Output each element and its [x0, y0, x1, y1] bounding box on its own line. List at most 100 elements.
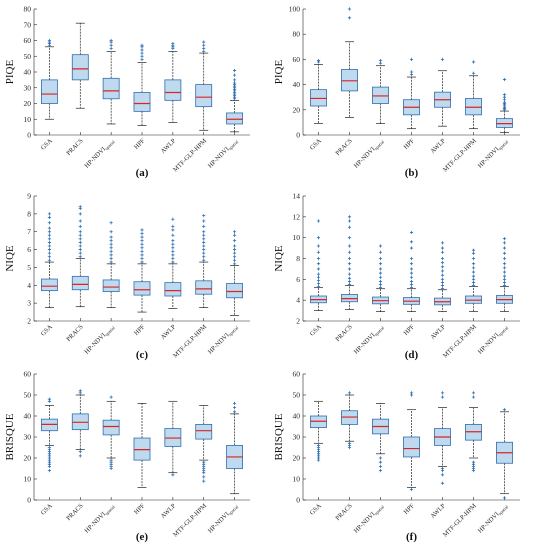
outlier-point	[409, 487, 414, 492]
outlier-point	[378, 469, 383, 473]
outlier-point	[347, 225, 352, 229]
y-tick-label: 4	[296, 296, 300, 305]
outlier-point	[409, 240, 414, 244]
outlier-point	[440, 261, 445, 265]
x-tick-label: MTF-GLP-HPM	[172, 323, 208, 359]
outlier-point	[140, 249, 144, 253]
outlier-point	[409, 282, 414, 287]
y-tick-label: 10	[293, 475, 301, 484]
outlier-point	[471, 60, 476, 64]
box-d-6	[465, 248, 482, 312]
y-tick-label: 20	[24, 99, 32, 108]
outlier-point	[409, 230, 414, 235]
x-tick-label: HP-NDVIspatial	[477, 502, 510, 535]
outlier-point	[232, 251, 237, 255]
box-e-6	[195, 405, 213, 483]
outlier-point	[47, 469, 52, 473]
y-tick-label: 0	[296, 496, 300, 505]
outlier-point	[409, 70, 414, 74]
outlier-point	[502, 251, 507, 255]
outlier-point	[232, 68, 237, 73]
x-tick-label: GSA	[309, 323, 323, 337]
y-tick-label: 60	[24, 36, 32, 45]
y-tick-label: 40	[24, 68, 32, 77]
outlier-point	[232, 410, 237, 414]
box-a-6	[195, 40, 213, 131]
box-c-6	[195, 214, 213, 308]
outlier-point	[171, 260, 175, 264]
outlier-point	[78, 205, 82, 209]
outlier-point	[378, 279, 383, 284]
outlier-point	[409, 275, 414, 279]
outlier-point	[109, 458, 113, 462]
outlier-point	[171, 224, 175, 228]
outlier-point	[202, 247, 206, 252]
y-axis-label: BRISQUE	[273, 413, 285, 460]
outlier-point	[140, 246, 144, 250]
outlier-point	[232, 81, 237, 85]
iqr-box	[195, 84, 213, 108]
box-f-3	[372, 403, 389, 473]
outlier-point	[471, 395, 476, 399]
box-f-4	[403, 391, 420, 492]
outlier-point	[502, 496, 507, 500]
outlier-point	[316, 256, 321, 261]
outlier-point	[440, 287, 445, 291]
outlier-point	[171, 242, 175, 246]
outlier-point	[171, 42, 175, 46]
outlier-point	[202, 224, 206, 228]
outlier-point	[109, 38, 113, 43]
outlier-point	[347, 219, 352, 223]
outlier-point	[232, 73, 237, 77]
x-tick-label: HP-NDVIspatial	[83, 323, 116, 356]
outlier-point	[47, 212, 52, 216]
box-c-3	[102, 221, 120, 308]
outlier-point	[316, 278, 321, 282]
iqr-box	[71, 54, 89, 81]
box-b-1	[310, 59, 327, 125]
outlier-point	[202, 479, 206, 483]
y-tick-label: 40	[293, 80, 301, 89]
iqr-box	[41, 278, 58, 292]
iqr-box	[195, 423, 213, 440]
outlier-point	[471, 256, 476, 261]
y-axis-label: BRISQUE	[4, 413, 16, 460]
x-tick-label: AWLP	[160, 502, 178, 520]
outlier-point	[440, 466, 445, 471]
x-tick-label: HP-NDVIspatial	[353, 137, 386, 170]
outlier-point	[347, 272, 352, 276]
y-tick-label: 10	[24, 115, 32, 124]
outlier-point	[347, 282, 352, 287]
outlier-point	[502, 408, 507, 412]
y-tick-label: 60	[24, 370, 32, 379]
box-c-1	[41, 212, 58, 308]
box-a-4	[133, 43, 151, 126]
outlier-point	[440, 473, 445, 477]
outlier-point	[202, 40, 206, 44]
outlier-point	[409, 246, 414, 250]
outlier-point	[202, 251, 206, 255]
outlier-point	[171, 233, 175, 237]
x-tick-label: PRACS	[334, 137, 354, 157]
outlier-point	[347, 276, 352, 280]
outlier-point	[78, 237, 82, 241]
outlier-point	[47, 233, 52, 237]
y-tick-label: 50	[24, 52, 32, 61]
outlier-point	[78, 251, 82, 255]
outlier-point	[471, 262, 476, 266]
iqr-box	[133, 281, 151, 296]
iqr-box	[102, 419, 120, 436]
outlier-point	[440, 256, 445, 261]
outlier-point	[471, 283, 476, 288]
outlier-point	[502, 241, 507, 245]
iqr-box	[164, 79, 182, 101]
y-tick-label: 14	[293, 192, 301, 201]
outlier-point	[140, 260, 144, 264]
outlier-point	[347, 7, 352, 11]
outlier-point	[502, 262, 507, 266]
x-tick-label: AWLP	[160, 323, 178, 341]
y-axis-label: NIQE	[4, 245, 16, 272]
outlier-point	[78, 219, 82, 223]
